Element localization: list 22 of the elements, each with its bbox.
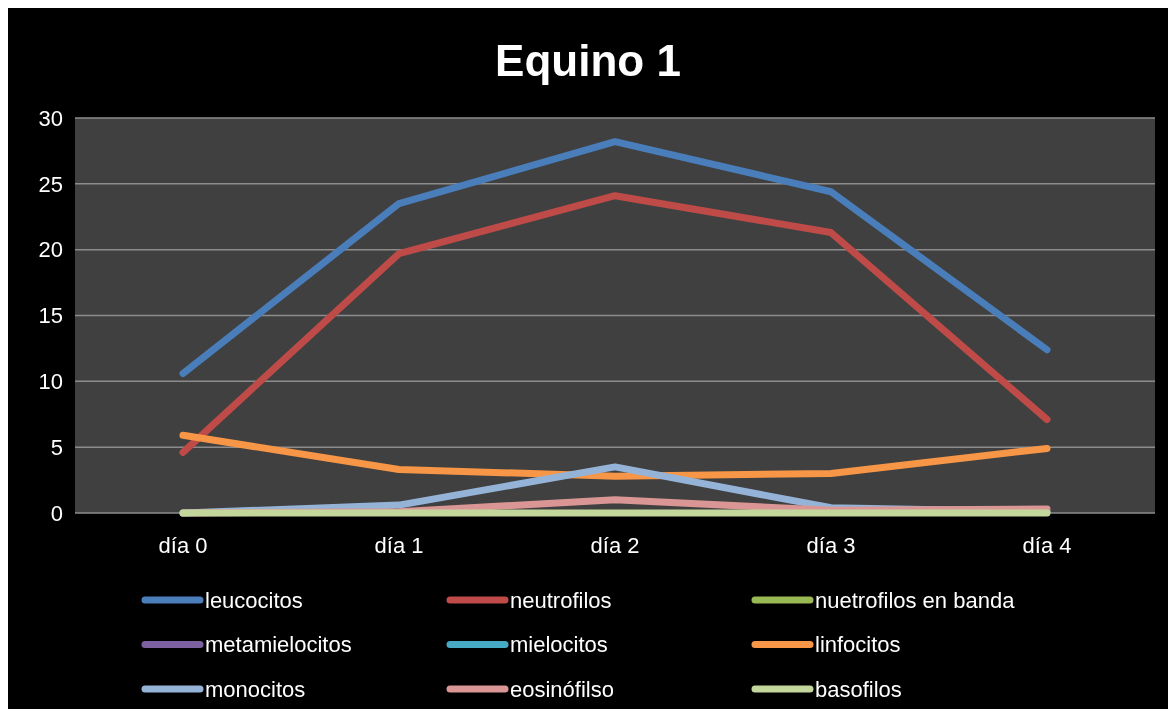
legend-label: monocitos	[205, 676, 306, 702]
x-tick-label: día 3	[806, 533, 856, 558]
legend-label: basofilos	[815, 676, 902, 702]
legend-label: neutrofilos	[510, 587, 612, 613]
y-tick-label: 15	[38, 303, 63, 329]
x-tick-label: día 1	[374, 533, 424, 558]
legend-label: leucocitos	[205, 587, 303, 613]
y-tick-label: 30	[38, 105, 63, 131]
y-tick-label: 0	[50, 500, 63, 526]
x-tick-label: día 4	[1022, 533, 1072, 558]
legend-label: linfocitos	[815, 632, 901, 658]
legend-label: nuetrofilos en banda	[815, 587, 1016, 613]
y-tick-label: 5	[50, 434, 63, 460]
y-tick-label: 10	[38, 369, 63, 395]
chart-title: Equino 1	[495, 36, 681, 85]
x-tick-label: día 0	[158, 533, 208, 558]
legend-label: mielocitos	[510, 632, 608, 658]
y-tick-label: 20	[38, 237, 63, 263]
legend-label: eosinófilso	[510, 676, 614, 702]
y-tick-label: 25	[38, 171, 63, 197]
legend-label: metamielocitos	[205, 632, 352, 658]
x-tick-label: día 2	[590, 533, 640, 558]
